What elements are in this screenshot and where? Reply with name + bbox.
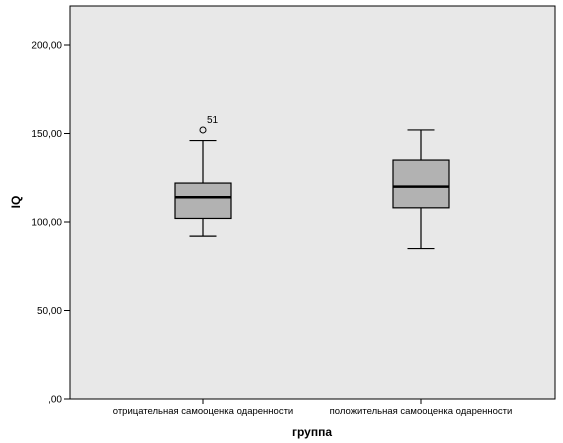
plot-area (69, 5, 556, 400)
x-axis-title: группа (292, 425, 332, 439)
outlier-label: 51 (207, 115, 219, 126)
x-tick-label: отрицательная самооценка одаренности (113, 406, 294, 417)
box (174, 182, 232, 220)
y-tick-label: ,00 (48, 395, 62, 406)
y-tick-label: 50,00 (37, 306, 62, 317)
y-tick-label: 150,00 (31, 129, 62, 140)
y-tick-label: 200,00 (31, 41, 62, 52)
x-axis: отрицательная самооценка одаренности поло… (113, 399, 513, 417)
box (392, 159, 450, 209)
outlier-point (199, 126, 207, 134)
x-tick-label: положительная самооценка одаренности (330, 406, 513, 417)
y-tick-label: 100,00 (31, 218, 62, 229)
box-group: 51 (174, 115, 232, 237)
y-axis-title: IQ (9, 196, 23, 209)
y-axis: ,00 50,00 100,00 150,00 200,00 (31, 41, 70, 406)
box-group (392, 129, 450, 250)
boxes: 51 (174, 115, 450, 250)
